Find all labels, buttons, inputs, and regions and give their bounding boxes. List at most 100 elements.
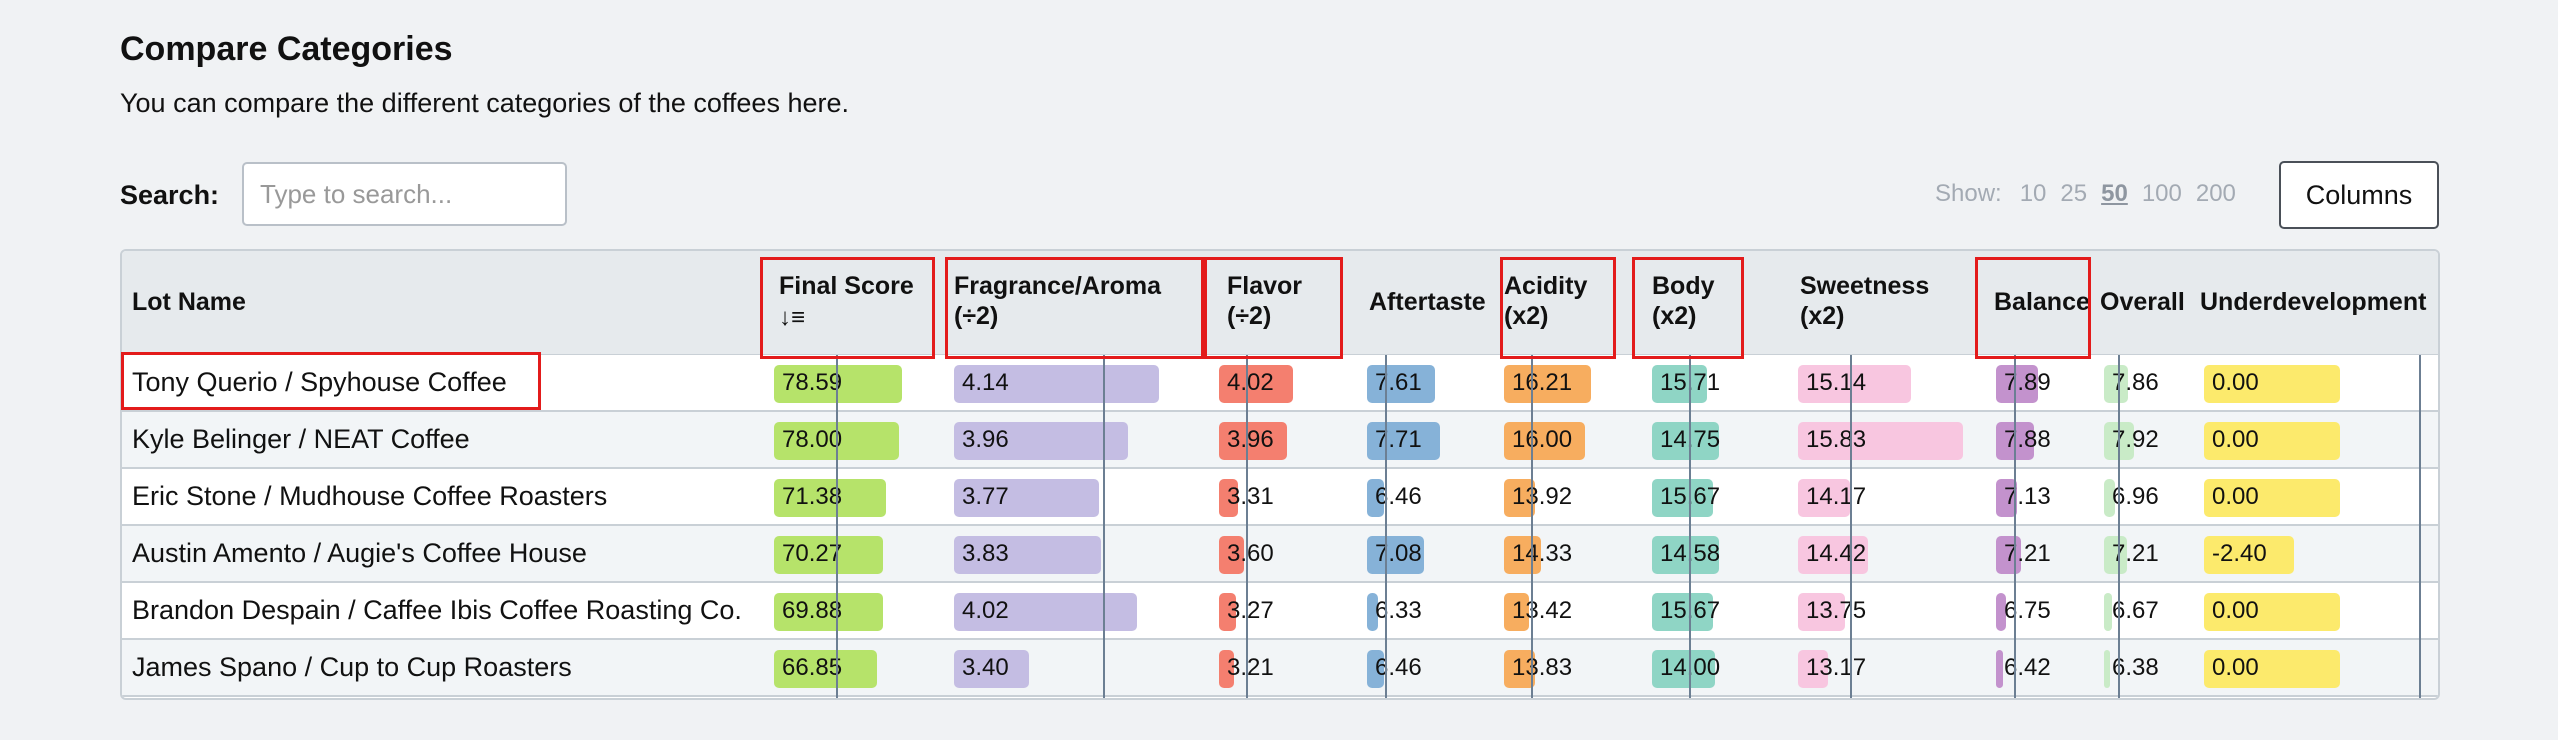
column-header-label: Lot Name bbox=[132, 288, 246, 316]
flavor-bar bbox=[1219, 422, 1287, 460]
search-label: Search: bbox=[120, 180, 220, 210]
aftertaste-value: 6.46 bbox=[1375, 654, 1422, 681]
column-header-sweetness[interactable]: Sweetness (x2) bbox=[1800, 271, 1929, 331]
final-bar bbox=[774, 365, 902, 403]
sweetness-value: 13.17 bbox=[1806, 654, 1867, 681]
flavor-bar bbox=[1219, 650, 1234, 688]
column-header-aftertaste[interactable]: Aftertaste bbox=[1369, 287, 1486, 317]
show-label: Show: bbox=[1935, 180, 2002, 207]
sweetness-value: 15.14 bbox=[1806, 369, 1867, 396]
overall-bar bbox=[2104, 593, 2112, 631]
table-row[interactable]: Tony Querio / Spyhouse Coffee 78.59 4.14 4.… bbox=[122, 355, 2438, 412]
sort-descending-icon[interactable]: ↓≡ bbox=[779, 304, 806, 331]
body-average-line bbox=[1689, 355, 1691, 698]
column-header-underdevelopment[interactable]: Underdevelopment bbox=[2200, 287, 2426, 317]
balance-bar bbox=[1996, 365, 2038, 403]
overall-bar bbox=[2104, 536, 2127, 574]
column-header-label: Final Score bbox=[779, 272, 914, 300]
underdevelopment-bar bbox=[2204, 650, 2340, 688]
column-header-label: Acidity bbox=[1504, 272, 1588, 300]
aftertaste-value: 7.61 bbox=[1375, 369, 1422, 396]
balance-value: 7.89 bbox=[2004, 369, 2051, 396]
table-row[interactable]: Kyle Belinger / NEAT Coffee 78.00 3.96 3.96… bbox=[122, 412, 2438, 469]
sweetness-value: 14.42 bbox=[1806, 540, 1867, 567]
sweetness-bar bbox=[1798, 422, 1963, 460]
show-option-10[interactable]: 10 bbox=[2019, 180, 2047, 207]
lot-name-cell[interactable]: Brandon Despain / Caffee Ibis Coffee Roa… bbox=[132, 595, 742, 625]
aftertaste-value: 7.71 bbox=[1375, 426, 1422, 453]
lot-name-cell[interactable]: Kyle Belinger / NEAT Coffee bbox=[132, 424, 470, 454]
aftertaste-value: 7.08 bbox=[1375, 540, 1422, 567]
final-bar bbox=[774, 650, 877, 688]
sweetness-value: 13.75 bbox=[1806, 597, 1867, 624]
column-header-balance[interactable]: Balance bbox=[1994, 287, 2090, 317]
table-row[interactable]: Eric Stone / Mudhouse Coffee Roasters 71.… bbox=[122, 469, 2438, 526]
column-header-acidity[interactable]: Acidity (x2) bbox=[1504, 271, 1587, 331]
aftertaste-bar bbox=[1367, 536, 1424, 574]
column-header-final[interactable]: Final Score ↓≡ bbox=[779, 271, 914, 333]
flavor-bar bbox=[1219, 479, 1238, 517]
flavor-value: 4.02 bbox=[1227, 369, 1274, 396]
acidity-bar bbox=[1504, 479, 1535, 517]
column-header-lot[interactable]: Lot Name bbox=[132, 287, 246, 317]
underdevelopment-value: 0.00 bbox=[2212, 426, 2259, 453]
sweetness-value: 15.83 bbox=[1806, 426, 1867, 453]
column-header-flavor[interactable]: Flavor (÷2) bbox=[1227, 271, 1302, 331]
final-value: 70.27 bbox=[782, 540, 843, 567]
acidity-value: 13.42 bbox=[1512, 597, 1573, 624]
sweetness-bar bbox=[1798, 536, 1868, 574]
show-option-25[interactable]: 25 bbox=[2060, 180, 2088, 207]
columns-button[interactable]: Columns bbox=[2279, 161, 2439, 229]
search-input[interactable] bbox=[242, 162, 567, 226]
final-value: 71.38 bbox=[782, 483, 843, 510]
lot-name-cell[interactable]: Eric Stone / Mudhouse Coffee Roasters bbox=[132, 481, 608, 511]
underdevelopment-bar bbox=[2204, 422, 2340, 460]
underdevelopment-average-line bbox=[2419, 355, 2421, 698]
underdevelopment-value: -2.40 bbox=[2212, 540, 2267, 567]
final-value: 69.88 bbox=[782, 597, 843, 624]
column-header-overall[interactable]: Overall bbox=[2100, 287, 2185, 317]
balance-value: 7.88 bbox=[2004, 426, 2051, 453]
flavor-value: 3.21 bbox=[1227, 654, 1274, 681]
fragrance-bar bbox=[954, 365, 1159, 403]
table-row[interactable]: James Spano / Cup to Cup Roasters 66.85 3.… bbox=[122, 640, 2438, 697]
flavor-value: 3.27 bbox=[1227, 597, 1274, 624]
overall-bar bbox=[2104, 479, 2115, 517]
column-header-label: Sweetness bbox=[1800, 272, 1930, 300]
sweetness-bar bbox=[1798, 479, 1850, 517]
flavor-average-line bbox=[1246, 355, 1248, 698]
acidity-bar bbox=[1504, 593, 1529, 631]
balance-average-line bbox=[2014, 355, 2016, 698]
fragrance-value: 3.83 bbox=[962, 540, 1009, 567]
column-header-label: Balance bbox=[1994, 288, 2090, 316]
overall-bar bbox=[2104, 365, 2128, 403]
table-row[interactable]: Brandon Despain / Caffee Ibis Coffee Roa… bbox=[122, 583, 2438, 640]
body-bar bbox=[1652, 365, 1707, 403]
lot-name-cell[interactable]: Tony Querio / Spyhouse Coffee bbox=[132, 367, 507, 397]
balance-value: 7.13 bbox=[2004, 483, 2051, 510]
comparison-table: Lot Name Final Score ↓≡ Fragrance/Aroma (÷2)… bbox=[120, 249, 2440, 700]
show-option-100[interactable]: 100 bbox=[2141, 180, 2182, 207]
flavor-bar bbox=[1219, 365, 1293, 403]
final-bar bbox=[774, 536, 883, 574]
show-option-50[interactable]: 50 bbox=[2101, 180, 2128, 207]
column-header-label: Fragrance/Aroma bbox=[954, 272, 1162, 300]
column-header-body[interactable]: Body (x2) bbox=[1652, 271, 1715, 331]
acidity-value: 13.83 bbox=[1512, 654, 1573, 681]
column-header-fragrance[interactable]: Fragrance/Aroma (÷2) bbox=[954, 271, 1161, 331]
balance-bar bbox=[1996, 536, 2021, 574]
lot-name-cell[interactable]: James Spano / Cup to Cup Roasters bbox=[132, 652, 572, 682]
flavor-value: 3.96 bbox=[1227, 426, 1274, 453]
column-header-label: Overall bbox=[2100, 288, 2185, 316]
show-option-200[interactable]: 200 bbox=[2195, 180, 2236, 207]
fragrance-bar bbox=[954, 536, 1101, 574]
balance-value: 6.42 bbox=[2004, 654, 2051, 681]
aftertaste-bar bbox=[1367, 422, 1440, 460]
lot-name-cell[interactable]: Austin Amento / Augie's Coffee House bbox=[132, 538, 587, 568]
underdevelopment-value: 0.00 bbox=[2212, 654, 2259, 681]
aftertaste-bar bbox=[1367, 593, 1378, 631]
table-row[interactable]: Austin Amento / Augie's Coffee House 70.2… bbox=[122, 526, 2438, 583]
column-header-label: Underdevelopment bbox=[2200, 288, 2427, 316]
body-bar bbox=[1652, 479, 1713, 517]
fragrance-value: 3.40 bbox=[962, 654, 1009, 681]
